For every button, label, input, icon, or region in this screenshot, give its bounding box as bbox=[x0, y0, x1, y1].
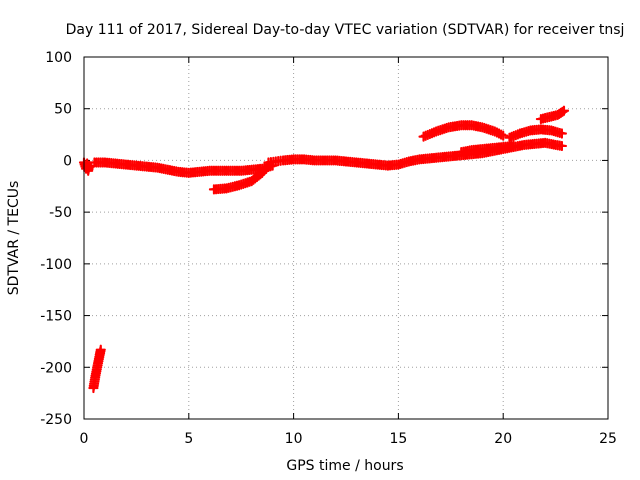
x-tick-label: 10 bbox=[285, 431, 303, 447]
x-tick-label: 20 bbox=[494, 431, 512, 447]
y-tick-label: 100 bbox=[45, 50, 72, 66]
axis-tick-labels: 0 5 10 15 20 25 -250 -200 -150 -100 -50 0 50 100 bbox=[40, 50, 617, 447]
y-tick-label: 0 bbox=[63, 153, 72, 169]
data-point bbox=[498, 130, 509, 141]
y-tick-label: -200 bbox=[40, 360, 72, 376]
x-tick-label: 25 bbox=[599, 431, 617, 447]
x-tick-label: 15 bbox=[389, 431, 407, 447]
axis-ticks bbox=[83, 56, 609, 420]
y-tick-label: -100 bbox=[40, 257, 72, 273]
y-tick-label: -150 bbox=[40, 309, 72, 325]
data-point bbox=[95, 344, 106, 355]
chart-title: Day 111 of 2017, Sidereal Day-to-day VTE… bbox=[66, 22, 625, 38]
plot-frame bbox=[83, 56, 609, 420]
grid bbox=[84, 57, 608, 419]
x-tick-label: 0 bbox=[80, 431, 89, 447]
data-point bbox=[84, 160, 95, 171]
y-tick-label: 50 bbox=[54, 102, 72, 118]
data-point bbox=[558, 105, 570, 116]
data-point bbox=[556, 128, 567, 139]
y-tick-label: -250 bbox=[40, 412, 72, 428]
x-tick-label: 5 bbox=[184, 431, 193, 447]
data-marks bbox=[78, 105, 570, 394]
x-axis-label: GPS time / hours bbox=[286, 458, 403, 474]
y-axis-label: SDTVAR / TECUs bbox=[6, 181, 22, 296]
y-tick-label: -50 bbox=[49, 205, 72, 221]
data-point bbox=[508, 140, 519, 152]
data-point bbox=[556, 140, 567, 152]
